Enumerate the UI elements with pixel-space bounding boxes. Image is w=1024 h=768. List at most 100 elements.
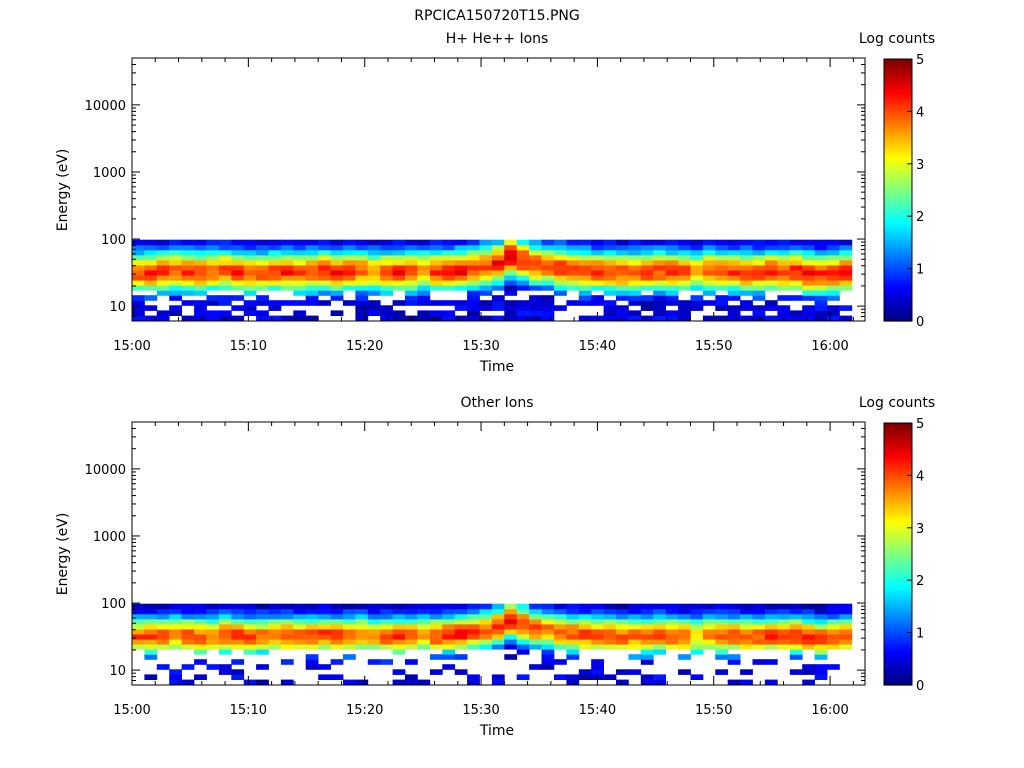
colorbar-segment: [884, 554, 912, 557]
heatmap-cell: [280, 679, 294, 686]
heatmap-cell: [802, 628, 815, 635]
heatmap-cell: [740, 669, 753, 675]
colorbar-segment: [884, 240, 912, 243]
heatmap-cell: [653, 639, 666, 645]
heatmap-cell: [616, 239, 629, 246]
heatmap-cell: [727, 310, 741, 316]
colorbar-segment: [884, 150, 912, 154]
heatmap-cell: [839, 315, 853, 322]
heatmap-cell: [566, 275, 580, 281]
heatmap-cell: [454, 244, 468, 251]
heatmap-cell: [591, 628, 604, 635]
heatmap-cell: [777, 244, 791, 251]
heatmap-cell: [256, 608, 269, 615]
heatmap-cell: [380, 254, 393, 261]
colorbar-segment: [884, 481, 912, 485]
heatmap-cell: [777, 628, 791, 635]
heatmap-cell: [653, 623, 666, 630]
heatmap-cell: [653, 280, 666, 286]
colorbar-segment: [884, 597, 912, 601]
heatmap-cell: [665, 254, 679, 261]
heatmap-cell: [616, 290, 629, 296]
heatmap-cell: [727, 305, 741, 311]
heatmap-cell: [827, 249, 840, 256]
heatmap-cell: [144, 275, 158, 281]
heatmap-cell: [789, 249, 803, 256]
colorbar-segment: [884, 242, 912, 246]
heatmap-cell: [144, 654, 158, 660]
heatmap-cell: [752, 613, 766, 620]
heatmap-cell: [169, 628, 182, 635]
colorbar-segment: [884, 453, 912, 457]
heatmap-cell: [169, 290, 182, 296]
heatmap-cell: [417, 618, 431, 625]
heatmap-cell: [789, 275, 803, 281]
heatmap-cell: [827, 275, 840, 281]
heatmap-cell: [603, 310, 617, 316]
heatmap-cell: [665, 300, 679, 306]
heatmap-cell: [752, 264, 766, 271]
heatmap-cell: [206, 264, 220, 271]
heatmap-cell: [169, 608, 182, 615]
colorbar-segment: [884, 251, 912, 254]
colorbar-segment: [884, 63, 912, 67]
heatmap-cell: [690, 280, 704, 286]
heatmap-cell: [516, 634, 530, 640]
heatmap-cell: [206, 244, 220, 251]
heatmap-cell: [827, 310, 840, 316]
heatmap-cell: [777, 254, 791, 261]
heatmap-cell: [529, 634, 542, 640]
heatmap-cells-top: [132, 239, 853, 322]
heatmap-cell: [752, 310, 766, 316]
heatmap-cell: [628, 628, 642, 635]
heatmap-cell: [132, 603, 145, 610]
heatmap-cell: [529, 295, 542, 301]
heatmap-cell: [479, 285, 493, 291]
colorbar-frame: [883, 58, 913, 322]
heatmap-cell: [665, 259, 679, 266]
heatmap-cell: [665, 290, 679, 296]
heatmap-cell: [218, 239, 232, 246]
heatmap-cell: [380, 608, 393, 615]
heatmap-cell: [740, 623, 753, 630]
heatmap-cell: [367, 644, 381, 650]
colorbar-segment: [884, 560, 912, 564]
heatmap-cell: [777, 259, 791, 266]
heatmap-cell: [380, 315, 393, 322]
heatmap-cell: [380, 264, 393, 271]
heatmap-cell: [616, 249, 629, 256]
heatmap-cell: [578, 249, 592, 256]
heatmap-cell: [442, 249, 456, 256]
heatmap-cell: [380, 639, 393, 645]
heatmap-cell: [367, 659, 381, 665]
heatmap-cell: [442, 239, 456, 246]
colorbar-segment: [884, 429, 912, 433]
heatmap-cell: [802, 254, 815, 261]
heatmap-cell: [454, 300, 468, 306]
heatmap-cell: [380, 310, 393, 316]
colorbar-segment: [884, 431, 912, 435]
heatmap-cell: [305, 608, 319, 615]
heatmap-cell: [169, 259, 182, 266]
heatmap-cell: [665, 249, 679, 256]
heatmap-cell: [417, 254, 431, 261]
heatmap-cell: [839, 305, 853, 311]
heatmap-cell: [231, 634, 245, 640]
colorbar-segment: [884, 318, 912, 322]
heatmap-cell: [491, 295, 505, 301]
heatmap-cell: [640, 623, 654, 630]
colorbar-segment: [884, 451, 912, 455]
heatmap-cell: [690, 608, 704, 615]
heatmap-cell: [405, 290, 418, 296]
heatmap-cell: [156, 310, 170, 316]
heatmap-cell: [764, 644, 778, 650]
heatmap-cell: [690, 623, 704, 630]
colorbar-segment: [884, 584, 912, 588]
heatmap-cell: [777, 305, 791, 311]
heatmap-cell: [777, 280, 791, 286]
heatmap-cell: [541, 239, 555, 246]
heatmap-cell: [218, 603, 232, 610]
heatmap-cell: [715, 239, 729, 246]
heatmap-cell: [355, 315, 369, 322]
heatmap-cell: [628, 654, 642, 660]
